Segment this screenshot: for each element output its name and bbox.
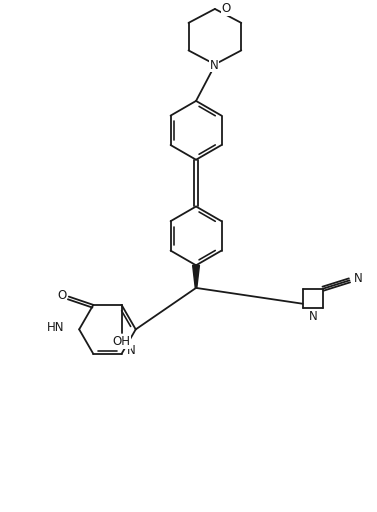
Text: HN: HN [48, 321, 65, 334]
Text: N: N [127, 345, 136, 357]
Polygon shape [193, 265, 199, 288]
Text: O: O [222, 3, 231, 15]
Text: O: O [57, 289, 67, 303]
Text: OH: OH [113, 335, 130, 348]
Text: N: N [210, 58, 219, 72]
Text: N: N [309, 310, 318, 323]
Text: N: N [353, 271, 362, 285]
